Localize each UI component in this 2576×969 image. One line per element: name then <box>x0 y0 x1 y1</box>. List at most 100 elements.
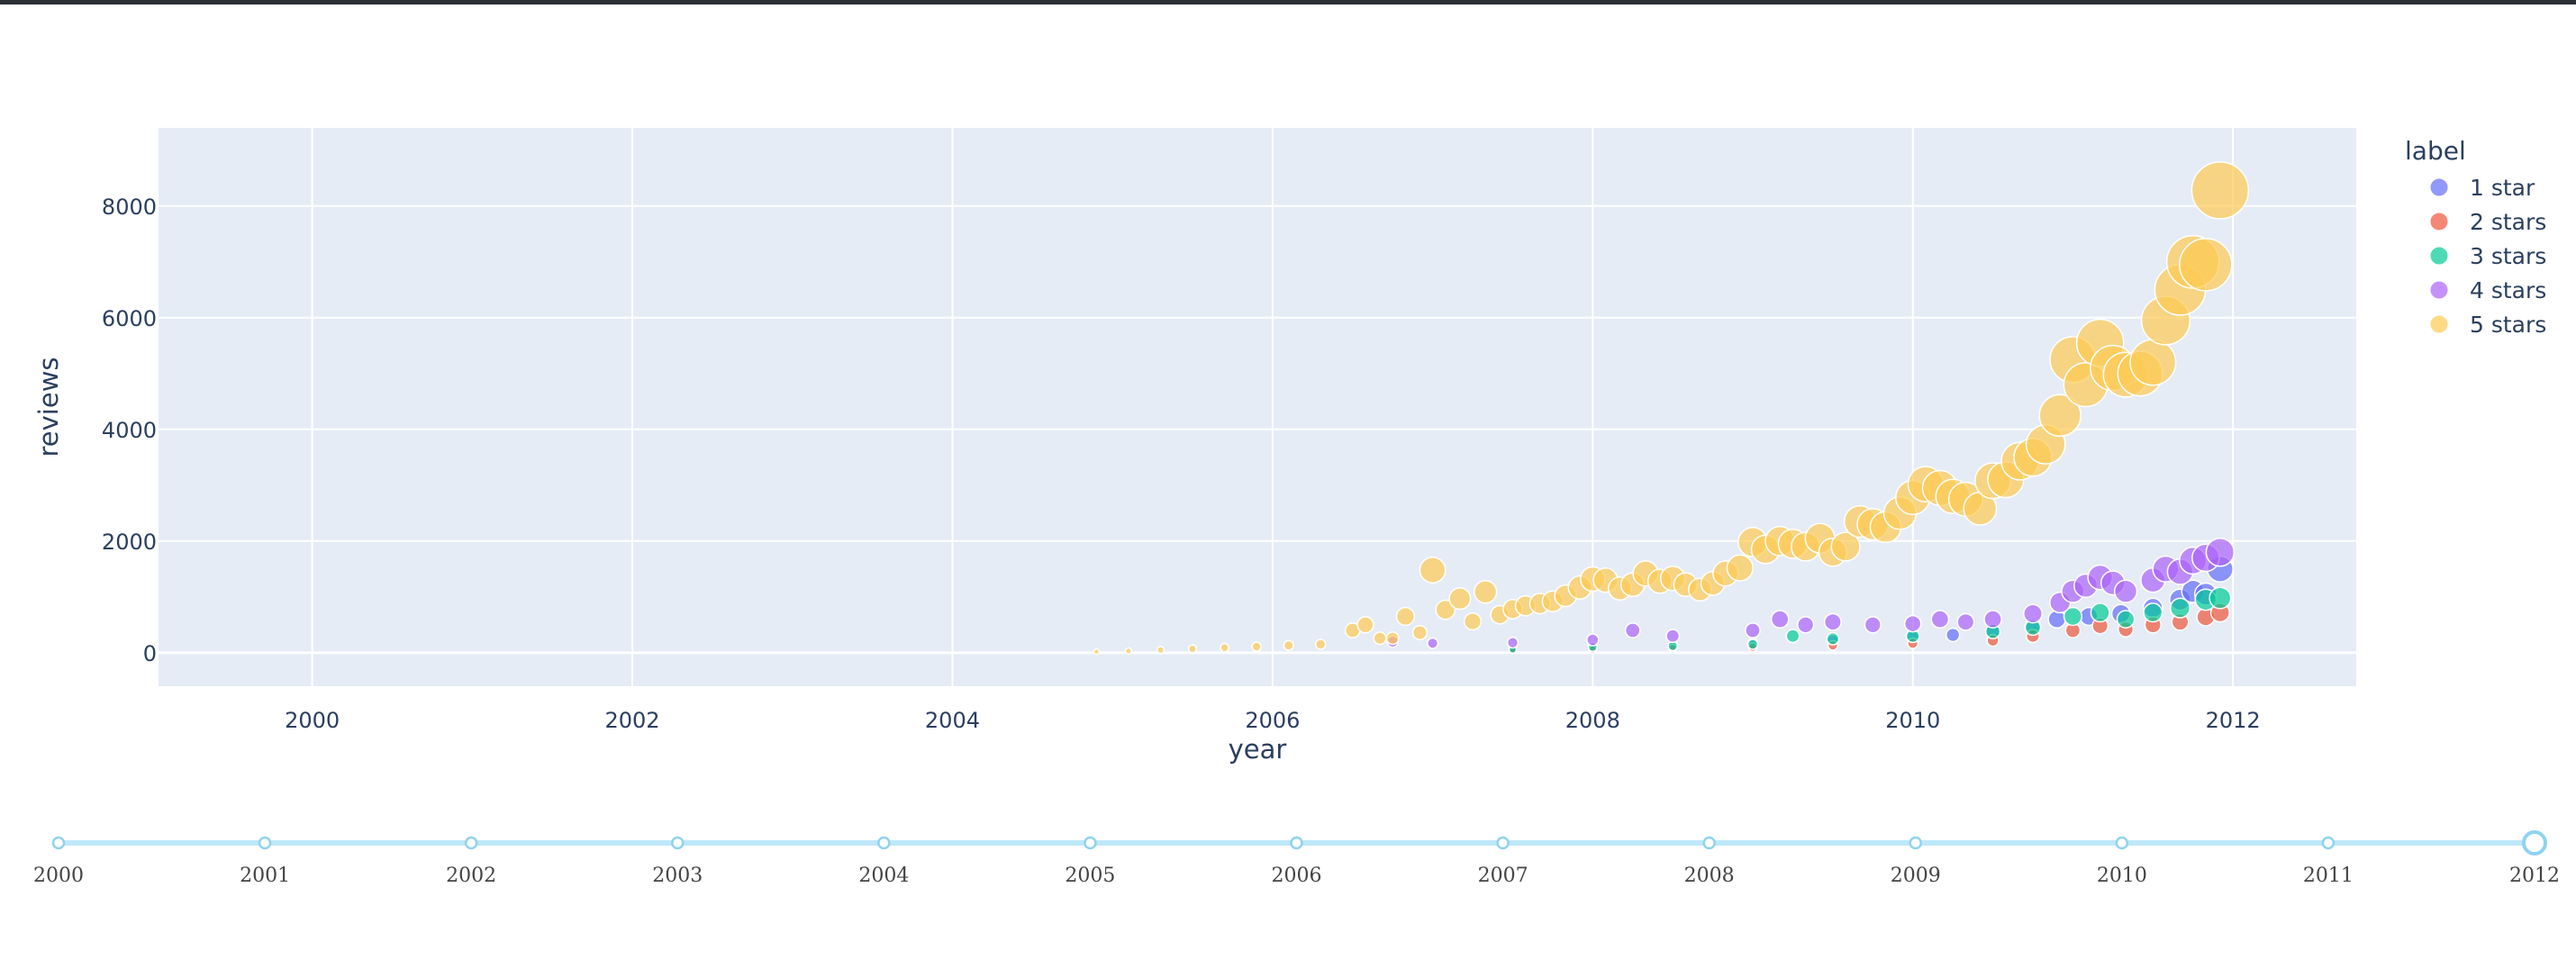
data-point <box>1251 641 1262 652</box>
slider-step[interactable] <box>1702 836 1716 850</box>
data-point <box>1586 633 1600 647</box>
series-4-stars <box>1386 537 2236 649</box>
slider-step-label: 2000 <box>33 865 84 887</box>
legend-label: 1 star <box>2470 175 2535 201</box>
top-bar <box>0 0 2576 5</box>
legend-label: 3 stars <box>2470 243 2546 269</box>
data-point <box>1745 622 1761 638</box>
slider-step[interactable] <box>1290 836 1303 850</box>
data-point <box>1797 616 1815 634</box>
legend: label 1 star 2 stars 3 stars 4 stars 5 stars <box>2405 136 2546 338</box>
slider-step[interactable] <box>51 836 66 850</box>
legend-marker <box>2429 177 2449 197</box>
slider-step[interactable] <box>1909 836 1922 850</box>
x-tick-label: 2006 <box>1245 708 1300 733</box>
data-point <box>1093 648 1101 656</box>
data-point <box>1946 627 1961 643</box>
data-point <box>1385 631 1400 646</box>
legend-item[interactable]: 4 stars <box>2429 277 2546 303</box>
data-point <box>1395 606 1416 627</box>
data-point <box>1903 614 1922 633</box>
data-point <box>1156 646 1166 655</box>
slider-step-label: 2003 <box>652 865 703 887</box>
slider-step[interactable] <box>877 836 891 850</box>
slider-step[interactable] <box>2115 836 2129 850</box>
slider-step[interactable] <box>464 836 478 850</box>
data-point <box>2129 339 2177 386</box>
legend-item[interactable]: 5 stars <box>2429 312 2546 338</box>
legend-marker <box>2429 280 2449 300</box>
data-point <box>1770 610 1790 629</box>
data-point <box>1427 637 1439 649</box>
legend-marker <box>2429 314 2449 334</box>
data-point <box>1726 554 1754 582</box>
data-point <box>2090 602 2110 623</box>
data-point <box>1314 638 1327 650</box>
y-tick-label: 4000 <box>102 418 157 443</box>
data-point <box>2023 603 2043 624</box>
slider-step-label: 2002 <box>446 865 496 887</box>
plot-area <box>159 128 2356 686</box>
data-point <box>2191 161 2250 220</box>
data-point <box>2113 579 2138 603</box>
data-points <box>1093 161 2250 656</box>
x-tick-label: 2000 <box>285 708 340 733</box>
x-tick-label: 2008 <box>1565 708 1620 733</box>
legend-item[interactable]: 2 stars <box>2429 209 2546 235</box>
data-point <box>1220 642 1229 653</box>
x-tick-label: 2010 <box>1885 708 1940 733</box>
series-3-stars <box>1508 586 2232 654</box>
data-point <box>1785 629 1800 644</box>
slider-step[interactable] <box>2321 836 2336 850</box>
year-slider[interactable]: 2000 2001 2002 2003 2004 2005 2006 2007 2008 2009… <box>33 830 2560 887</box>
slider-step-label: 2005 <box>1065 865 1115 887</box>
data-point <box>1187 644 1198 654</box>
data-point <box>1830 531 1861 562</box>
legend-marker <box>2429 212 2449 231</box>
data-point <box>2179 238 2233 292</box>
data-point <box>1435 599 1456 620</box>
data-point <box>1463 612 1483 631</box>
slider-step[interactable] <box>1496 836 1510 850</box>
legend-item[interactable]: 1 star <box>2429 175 2535 201</box>
x-tick-label: 2012 <box>2206 708 2261 733</box>
slider-step[interactable] <box>671 836 685 850</box>
slider-step-label: 2001 <box>240 865 290 887</box>
slider-step-label: 2007 <box>1478 865 1528 887</box>
data-point <box>1665 629 1681 644</box>
series-5-stars <box>1093 161 2250 656</box>
y-axis-title: reviews <box>33 357 64 457</box>
data-point <box>1624 622 1641 638</box>
data-point <box>1419 557 1447 584</box>
legend-label: 2 stars <box>2470 209 2546 235</box>
legend-item[interactable]: 3 stars <box>2429 243 2546 269</box>
data-point <box>1474 580 1498 604</box>
y-axis-ticks: 0 2000 4000 6000 8000 <box>102 195 157 666</box>
y-tick-label: 6000 <box>102 306 157 331</box>
data-point <box>2169 597 2191 619</box>
slider-handle[interactable] <box>2522 830 2547 856</box>
data-point <box>1356 616 1374 634</box>
slider-step-label: 2009 <box>1891 865 1941 887</box>
legend-label: 4 stars <box>2470 277 2546 303</box>
slider-step[interactable] <box>1084 836 1097 850</box>
y-tick-label: 2000 <box>102 530 157 555</box>
data-point <box>1864 616 1882 634</box>
slider-step[interactable] <box>258 836 272 850</box>
legend-label: 5 stars <box>2470 312 2546 338</box>
data-point <box>1983 610 2002 629</box>
y-tick-label: 8000 <box>102 195 157 220</box>
data-point <box>2038 394 2082 438</box>
y-tick-label: 0 <box>143 641 157 666</box>
slider-step-label: 2008 <box>1684 865 1735 887</box>
data-point <box>1506 636 1519 649</box>
data-point <box>2116 610 2136 629</box>
legend-title: label <box>2405 136 2466 166</box>
data-point <box>1124 647 1132 655</box>
legend-marker <box>2429 246 2449 266</box>
x-tick-label: 2002 <box>604 708 659 733</box>
data-point <box>1283 639 1294 651</box>
data-point <box>2143 602 2163 623</box>
data-point <box>1746 638 1759 650</box>
